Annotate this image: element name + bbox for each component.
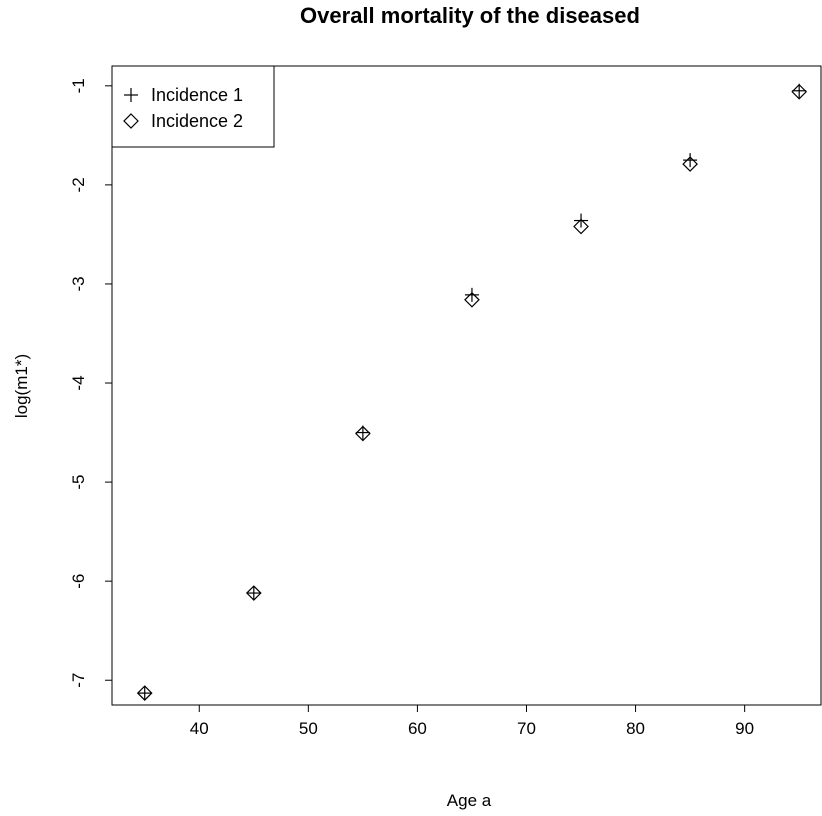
x-axis: 40 50 60 70 80 90: [190, 704, 754, 738]
x-tick-label: 90: [735, 719, 754, 738]
point-diamond: [245, 585, 262, 601]
x-tick-label: 50: [299, 719, 318, 738]
y-tick-label: -2: [69, 177, 88, 192]
point-plus: [464, 287, 479, 302]
point-plus: [355, 425, 370, 440]
point-plus: [574, 213, 589, 228]
point-diamond: [136, 685, 153, 701]
plot-frame: [111, 65, 822, 706]
data-points: [136, 83, 808, 701]
y-tick-label: -6: [69, 574, 88, 589]
x-tick-label: 70: [517, 719, 536, 738]
point-plus: [792, 83, 807, 98]
point-diamond: [464, 291, 480, 308]
y-axis-label: log(m1*): [12, 354, 31, 418]
y-tick-label: -7: [69, 673, 88, 688]
point-plus: [246, 586, 261, 601]
y-tick-label: -5: [69, 475, 88, 490]
y-tick-label: -3: [69, 276, 88, 291]
point-diamond: [355, 425, 371, 442]
y-tick-label: -4: [69, 375, 88, 390]
legend-marker-plus: [124, 88, 138, 102]
y-axis: -7 -6 -5 -4 -3 -2 -1: [69, 78, 113, 688]
point-plus: [137, 686, 152, 701]
x-tick-label: 40: [190, 719, 209, 738]
point-diamond: [682, 156, 698, 172]
point-diamond: [791, 83, 808, 100]
point-diamond: [573, 218, 589, 235]
x-tick-label: 60: [408, 719, 427, 738]
point-plus: [683, 153, 698, 168]
x-tick-label: 80: [626, 719, 645, 738]
y-tick-label: -1: [69, 78, 88, 93]
chart-title: Overall mortality of the diseased: [300, 3, 640, 28]
legend-label: Incidence 1: [151, 85, 243, 105]
x-axis-label: Age a: [447, 791, 492, 810]
legend-box: [111, 65, 275, 148]
legend-marker-diamond: [123, 113, 139, 129]
legend-label: Incidence 2: [151, 111, 243, 131]
legend: Incidence 1 Incidence 2: [111, 65, 275, 148]
